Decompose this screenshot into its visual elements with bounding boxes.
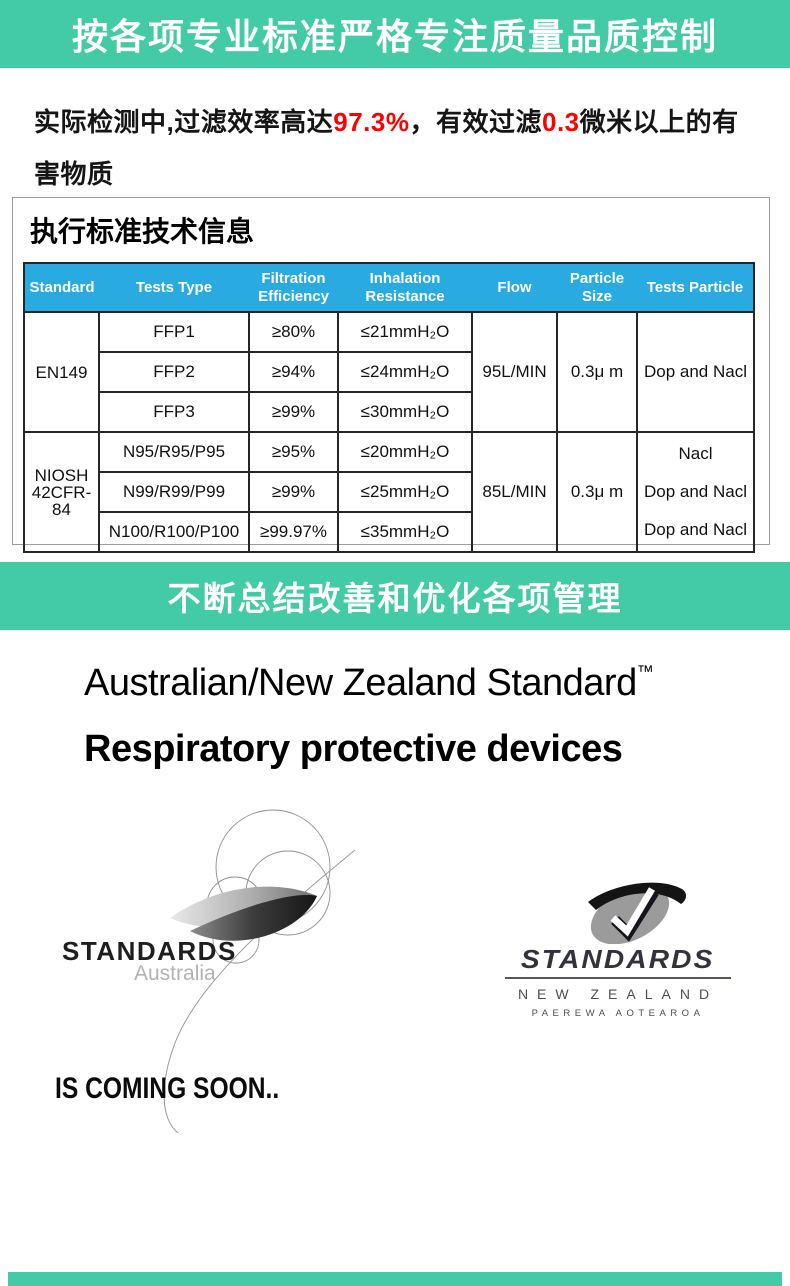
cell-efficiency: ≥99% xyxy=(248,391,339,433)
intro-highlight-efficiency: 97.3% xyxy=(333,107,410,137)
cell-particle-size-en149: 0.3μ m xyxy=(556,311,638,433)
table-header-row: Standard Tests Type Filtration Efficienc… xyxy=(23,262,755,313)
nz-logo-check-icon xyxy=(610,887,656,937)
anz-standard-heading: Australian/New Zealand Standard™ xyxy=(84,662,654,705)
standards-nz-text-block: STANDARDS NEW ZEALAND PAEREWA AOTEAROA xyxy=(505,944,731,1019)
cell-resistance: ≤20mmH₂O xyxy=(337,431,473,473)
nz-divider-line xyxy=(505,977,731,979)
middle-banner: 不断总结改善和优化各项管理 xyxy=(0,562,790,630)
table-row: N100/R100/P100 ≥99.97% ≤35mmH₂O xyxy=(24,511,754,553)
header-particle-size: Particle Size xyxy=(557,262,637,313)
table-row: FFP2 ≥94% ≤24mmH₂O xyxy=(24,351,754,393)
cell-resistance: ≤35mmH₂O xyxy=(337,511,473,553)
table-row: N99/R99/P99 ≥99% ≤25mmH₂O xyxy=(24,471,754,513)
intro-highlight-micron: 0.3 xyxy=(541,107,580,137)
cell-efficiency: ≥94% xyxy=(248,351,339,393)
standards-table: Standard Tests Type Filtration Efficienc… xyxy=(23,262,755,553)
standards-nz-maori: PAEREWA AOTEAROA xyxy=(531,1008,705,1019)
logo-ribbon-upper xyxy=(170,886,317,928)
cell-efficiency: ≥95% xyxy=(248,431,339,473)
standards-nz-title: STANDARDS xyxy=(521,944,715,974)
intro-seg-2: ，有效过滤 xyxy=(409,107,542,137)
table-row: FFP3 ≥99% ≤30mmH₂O xyxy=(24,391,754,433)
cell-type: N99/R99/P99 xyxy=(98,471,250,513)
header-tests-particle: Tests Particle xyxy=(637,262,755,313)
standards-australia-logo-graphic xyxy=(163,809,356,1133)
table-row: NIOSH 42CFR-84 N95/R95/P95 ≥95% ≤20mmH₂O… xyxy=(23,431,755,553)
cell-type: FFP3 xyxy=(98,391,250,433)
logo-ribbon-lower xyxy=(190,894,317,941)
header-inhalation-resistance: Inhalation Resistance xyxy=(338,262,472,313)
cell-type: N100/R100/P100 xyxy=(98,511,250,553)
cell-tests-particle-niosh: Nacl Dop and Nacl Dop and Nacl xyxy=(636,431,755,553)
cell-flow-niosh: 85L/MIN xyxy=(471,431,558,553)
cell-type: FFP1 xyxy=(98,311,250,353)
cell-resistance: ≤24mmH₂O xyxy=(337,351,473,393)
standards-info-box: 执行标准技术信息 Standard Tests Type Filtration … xyxy=(12,197,770,553)
header-standard: Standard xyxy=(23,262,99,313)
top-banner-text: 按各项专业标准严格专注质量品质控制 xyxy=(71,16,718,57)
header-flow: Flow xyxy=(472,262,557,313)
cell-standard-en149: EN149 xyxy=(23,311,100,433)
cell-resistance: ≤25mmH₂O xyxy=(337,471,473,513)
tests-particle-value: Dop and Nacl xyxy=(643,520,747,539)
trademark-symbol: ™ xyxy=(636,662,654,681)
cell-efficiency: ≥80% xyxy=(248,311,339,353)
intro-seg-3: 微米以上的有害物质 xyxy=(34,107,739,189)
tests-particle-value: Dop and Nacl xyxy=(643,482,747,501)
coming-soon-text: IS COMING SOON.. xyxy=(55,1072,280,1105)
middle-banner-text: 不断总结改善和优化各项管理 xyxy=(167,580,623,617)
standards-australia-subtitle: Australia xyxy=(134,962,216,985)
standards-nz-logo-graphic xyxy=(588,882,687,944)
top-banner: 按各项专业标准严格专注质量品质控制 xyxy=(0,0,790,68)
cell-flow-en149: 95L/MIN xyxy=(471,311,558,433)
cell-tests-particle-en149: Dop and Nacl xyxy=(636,311,755,433)
anz-heading-text: Australian/New Zealand Standard xyxy=(84,662,637,704)
cell-efficiency: ≥99.97% xyxy=(248,511,339,553)
nz-logo-swoosh xyxy=(588,882,687,910)
anz-standard-subheading: Respiratory protective devices xyxy=(84,728,623,770)
cell-particle-size-niosh: 0.3μ m xyxy=(556,431,638,553)
table-row: EN149 FFP1 ≥80% ≤21mmH₂O 95L/MIN 0.3μ m … xyxy=(23,311,755,433)
header-filtration-efficiency: Filtration Efficiency xyxy=(249,262,338,313)
header-tests-type: Tests Type xyxy=(99,262,249,313)
cell-efficiency: ≥99% xyxy=(248,471,339,513)
cell-standard-niosh: NIOSH 42CFR-84 xyxy=(23,431,100,553)
tests-particle-value: Nacl xyxy=(678,444,713,463)
cell-type: FFP2 xyxy=(98,351,250,393)
standards-info-title: 执行标准技术信息 xyxy=(30,216,255,247)
standards-australia-title: STANDARDS xyxy=(62,936,237,966)
intro-seg-1: 实际检测中,过滤效率高达 xyxy=(34,107,334,137)
cell-type: N95/R95/P95 xyxy=(98,431,250,473)
standards-nz-region: NEW ZEALAND xyxy=(517,986,719,1002)
cell-resistance: ≤30mmH₂O xyxy=(337,391,473,433)
bottom-banner-strip xyxy=(8,1272,782,1286)
cell-resistance: ≤21mmH₂O xyxy=(337,311,473,353)
